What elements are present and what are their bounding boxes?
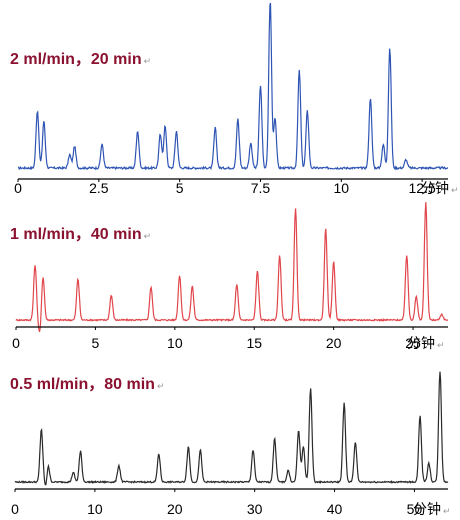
chromatogram-panel-2ml: 0 2.5 5 7.5 10 12.5 分钟 ↵ 2 ml/min，20 min ↵ — [0, 0, 460, 200]
title-text: 0.5 ml/min，80 min — [10, 376, 155, 393]
x-tick-label: 5 — [176, 180, 184, 196]
chart-title: 1 ml/min，40 min ↵ — [10, 220, 151, 244]
x-tick-label: 25 — [405, 335, 421, 351]
title-text: 2 ml/min，20 min — [10, 51, 142, 68]
x-tick-label: 2.5 — [89, 180, 109, 196]
x-tick-label: 7.5 — [251, 180, 271, 196]
chromatogram-trace — [18, 2, 449, 171]
return-mark-icon: ↵ — [443, 506, 451, 516]
x-tick-label: 50 — [407, 501, 423, 517]
x-unit-label: 分钟 — [421, 180, 449, 197]
return-mark-icon: ↵ — [451, 185, 459, 195]
x-unit-label: 分钟 — [413, 501, 441, 518]
return-mark-icon: ↵ — [143, 231, 152, 241]
x-tick-label: 20 — [326, 335, 342, 351]
x-tick-label: 30 — [247, 501, 263, 517]
chromatogram-trace — [15, 202, 449, 333]
chromatogram-panel-1ml: 0 5 10 15 20 25 分钟 ↵ 1 ml/min，40 min ↵ — [0, 200, 460, 360]
chromatogram-panel-0.5ml: 0 10 20 30 40 50 分钟 ↵ 0.5 ml/min，80 min ↵ — [0, 360, 460, 520]
x-tick-label: 10 — [167, 335, 183, 351]
return-mark-icon: ↵ — [437, 340, 445, 350]
x-tick-label: 20 — [167, 501, 183, 517]
x-tick-label: 0 — [11, 501, 19, 517]
x-unit-label: 分钟 — [407, 335, 435, 352]
return-mark-icon: ↵ — [156, 381, 165, 391]
x-tick-label: 0 — [12, 335, 20, 351]
x-tick-label: 12.5 — [409, 180, 436, 196]
chart-title: 2 ml/min，20 min ↵ — [10, 45, 151, 69]
x-tick-label: 10 — [334, 180, 350, 196]
return-mark-icon: ↵ — [143, 56, 152, 66]
chart-title: 0.5 ml/min，80 min ↵ — [10, 370, 165, 394]
x-tick-label: 5 — [92, 335, 100, 351]
title-text: 1 ml/min，40 min — [10, 226, 142, 243]
x-tick-label: 40 — [327, 501, 343, 517]
chromatogram-trace — [14, 371, 449, 486]
x-tick-label: 10 — [87, 501, 103, 517]
chromatogram-chart: 0 2.5 5 7.5 10 12.5分钟 ↵ — [14, 2, 459, 197]
x-tick-label: 15 — [246, 335, 262, 351]
x-tick-label: 0 — [14, 180, 22, 196]
